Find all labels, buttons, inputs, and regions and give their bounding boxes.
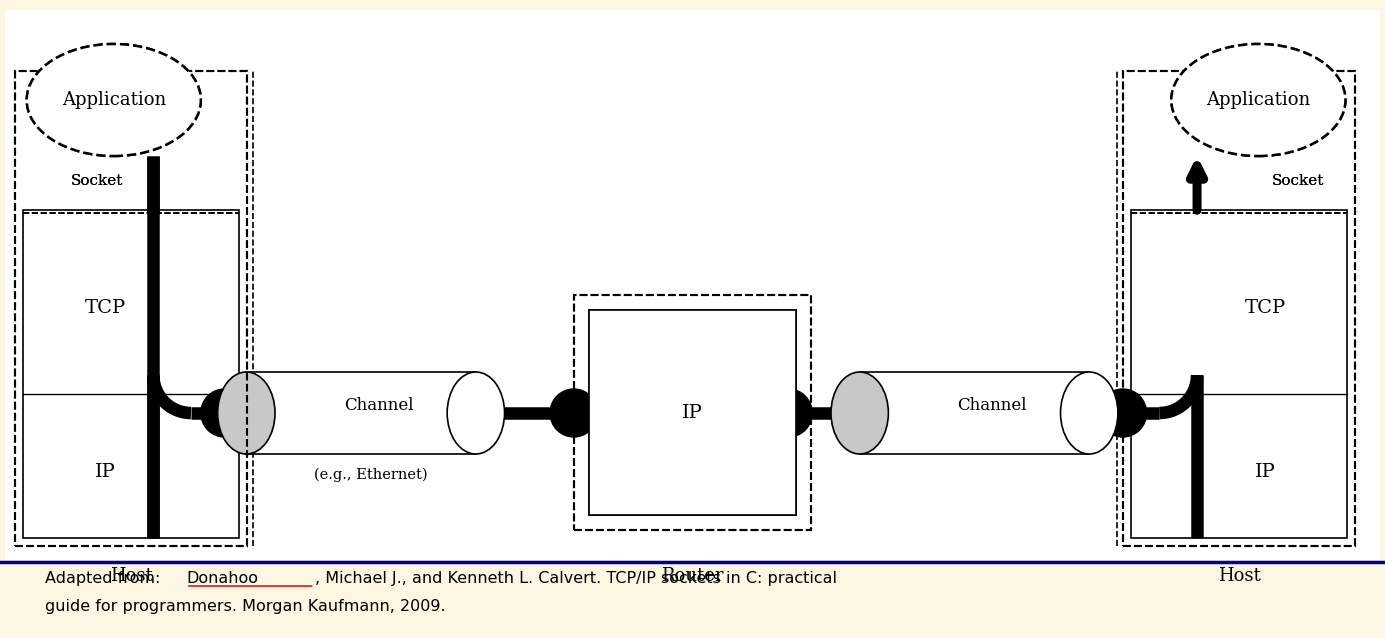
Text: Channel: Channel xyxy=(343,396,414,413)
Text: guide for programmers. Morgan Kaufmann, 2009.: guide for programmers. Morgan Kaufmann, … xyxy=(44,599,445,614)
Text: IP: IP xyxy=(681,403,704,422)
Text: Host: Host xyxy=(1217,567,1260,585)
Bar xyxy=(573,295,812,530)
Bar xyxy=(15,71,248,546)
Bar xyxy=(247,372,476,454)
Bar xyxy=(15,71,248,546)
Bar xyxy=(1130,210,1348,538)
Text: Socket: Socket xyxy=(1271,174,1324,188)
Circle shape xyxy=(201,389,248,437)
Bar xyxy=(589,310,796,515)
Text: Socket: Socket xyxy=(1271,174,1324,188)
Text: (e.g., Ethernet): (e.g., Ethernet) xyxy=(314,468,428,482)
Ellipse shape xyxy=(26,44,201,156)
Text: TCP: TCP xyxy=(84,299,126,317)
Text: Host: Host xyxy=(109,567,152,585)
Text: Adapted from:: Adapted from: xyxy=(44,571,165,586)
Circle shape xyxy=(550,389,597,437)
Bar xyxy=(22,210,240,538)
Ellipse shape xyxy=(831,372,888,454)
Bar xyxy=(860,372,1089,454)
Circle shape xyxy=(765,389,812,437)
Bar xyxy=(573,295,812,530)
Bar xyxy=(1123,71,1356,546)
Ellipse shape xyxy=(217,372,276,454)
Ellipse shape xyxy=(26,44,201,156)
Text: Router: Router xyxy=(661,567,724,585)
Ellipse shape xyxy=(447,372,504,454)
Bar xyxy=(589,310,796,515)
Text: IP: IP xyxy=(94,463,115,482)
Ellipse shape xyxy=(1061,372,1118,454)
Text: Channel: Channel xyxy=(957,396,1028,413)
Text: Application: Application xyxy=(1206,91,1310,109)
Ellipse shape xyxy=(1172,44,1345,156)
Text: IP: IP xyxy=(1255,463,1276,482)
Text: Socket: Socket xyxy=(71,174,123,188)
Circle shape xyxy=(1100,389,1147,437)
Text: Application: Application xyxy=(1206,91,1310,109)
Text: Socket: Socket xyxy=(71,174,123,188)
Bar xyxy=(1123,71,1356,546)
Ellipse shape xyxy=(1172,44,1345,156)
Bar xyxy=(6,10,1379,560)
Text: Application: Application xyxy=(62,91,166,109)
Text: Donahoo: Donahoo xyxy=(186,571,258,586)
Text: TCP: TCP xyxy=(1245,299,1285,317)
Text: Application: Application xyxy=(62,91,166,109)
Text: IP: IP xyxy=(681,403,704,422)
Text: , Michael J., and Kenneth L. Calvert. TCP/IP sockets in C: practical: , Michael J., and Kenneth L. Calvert. TC… xyxy=(314,571,837,586)
